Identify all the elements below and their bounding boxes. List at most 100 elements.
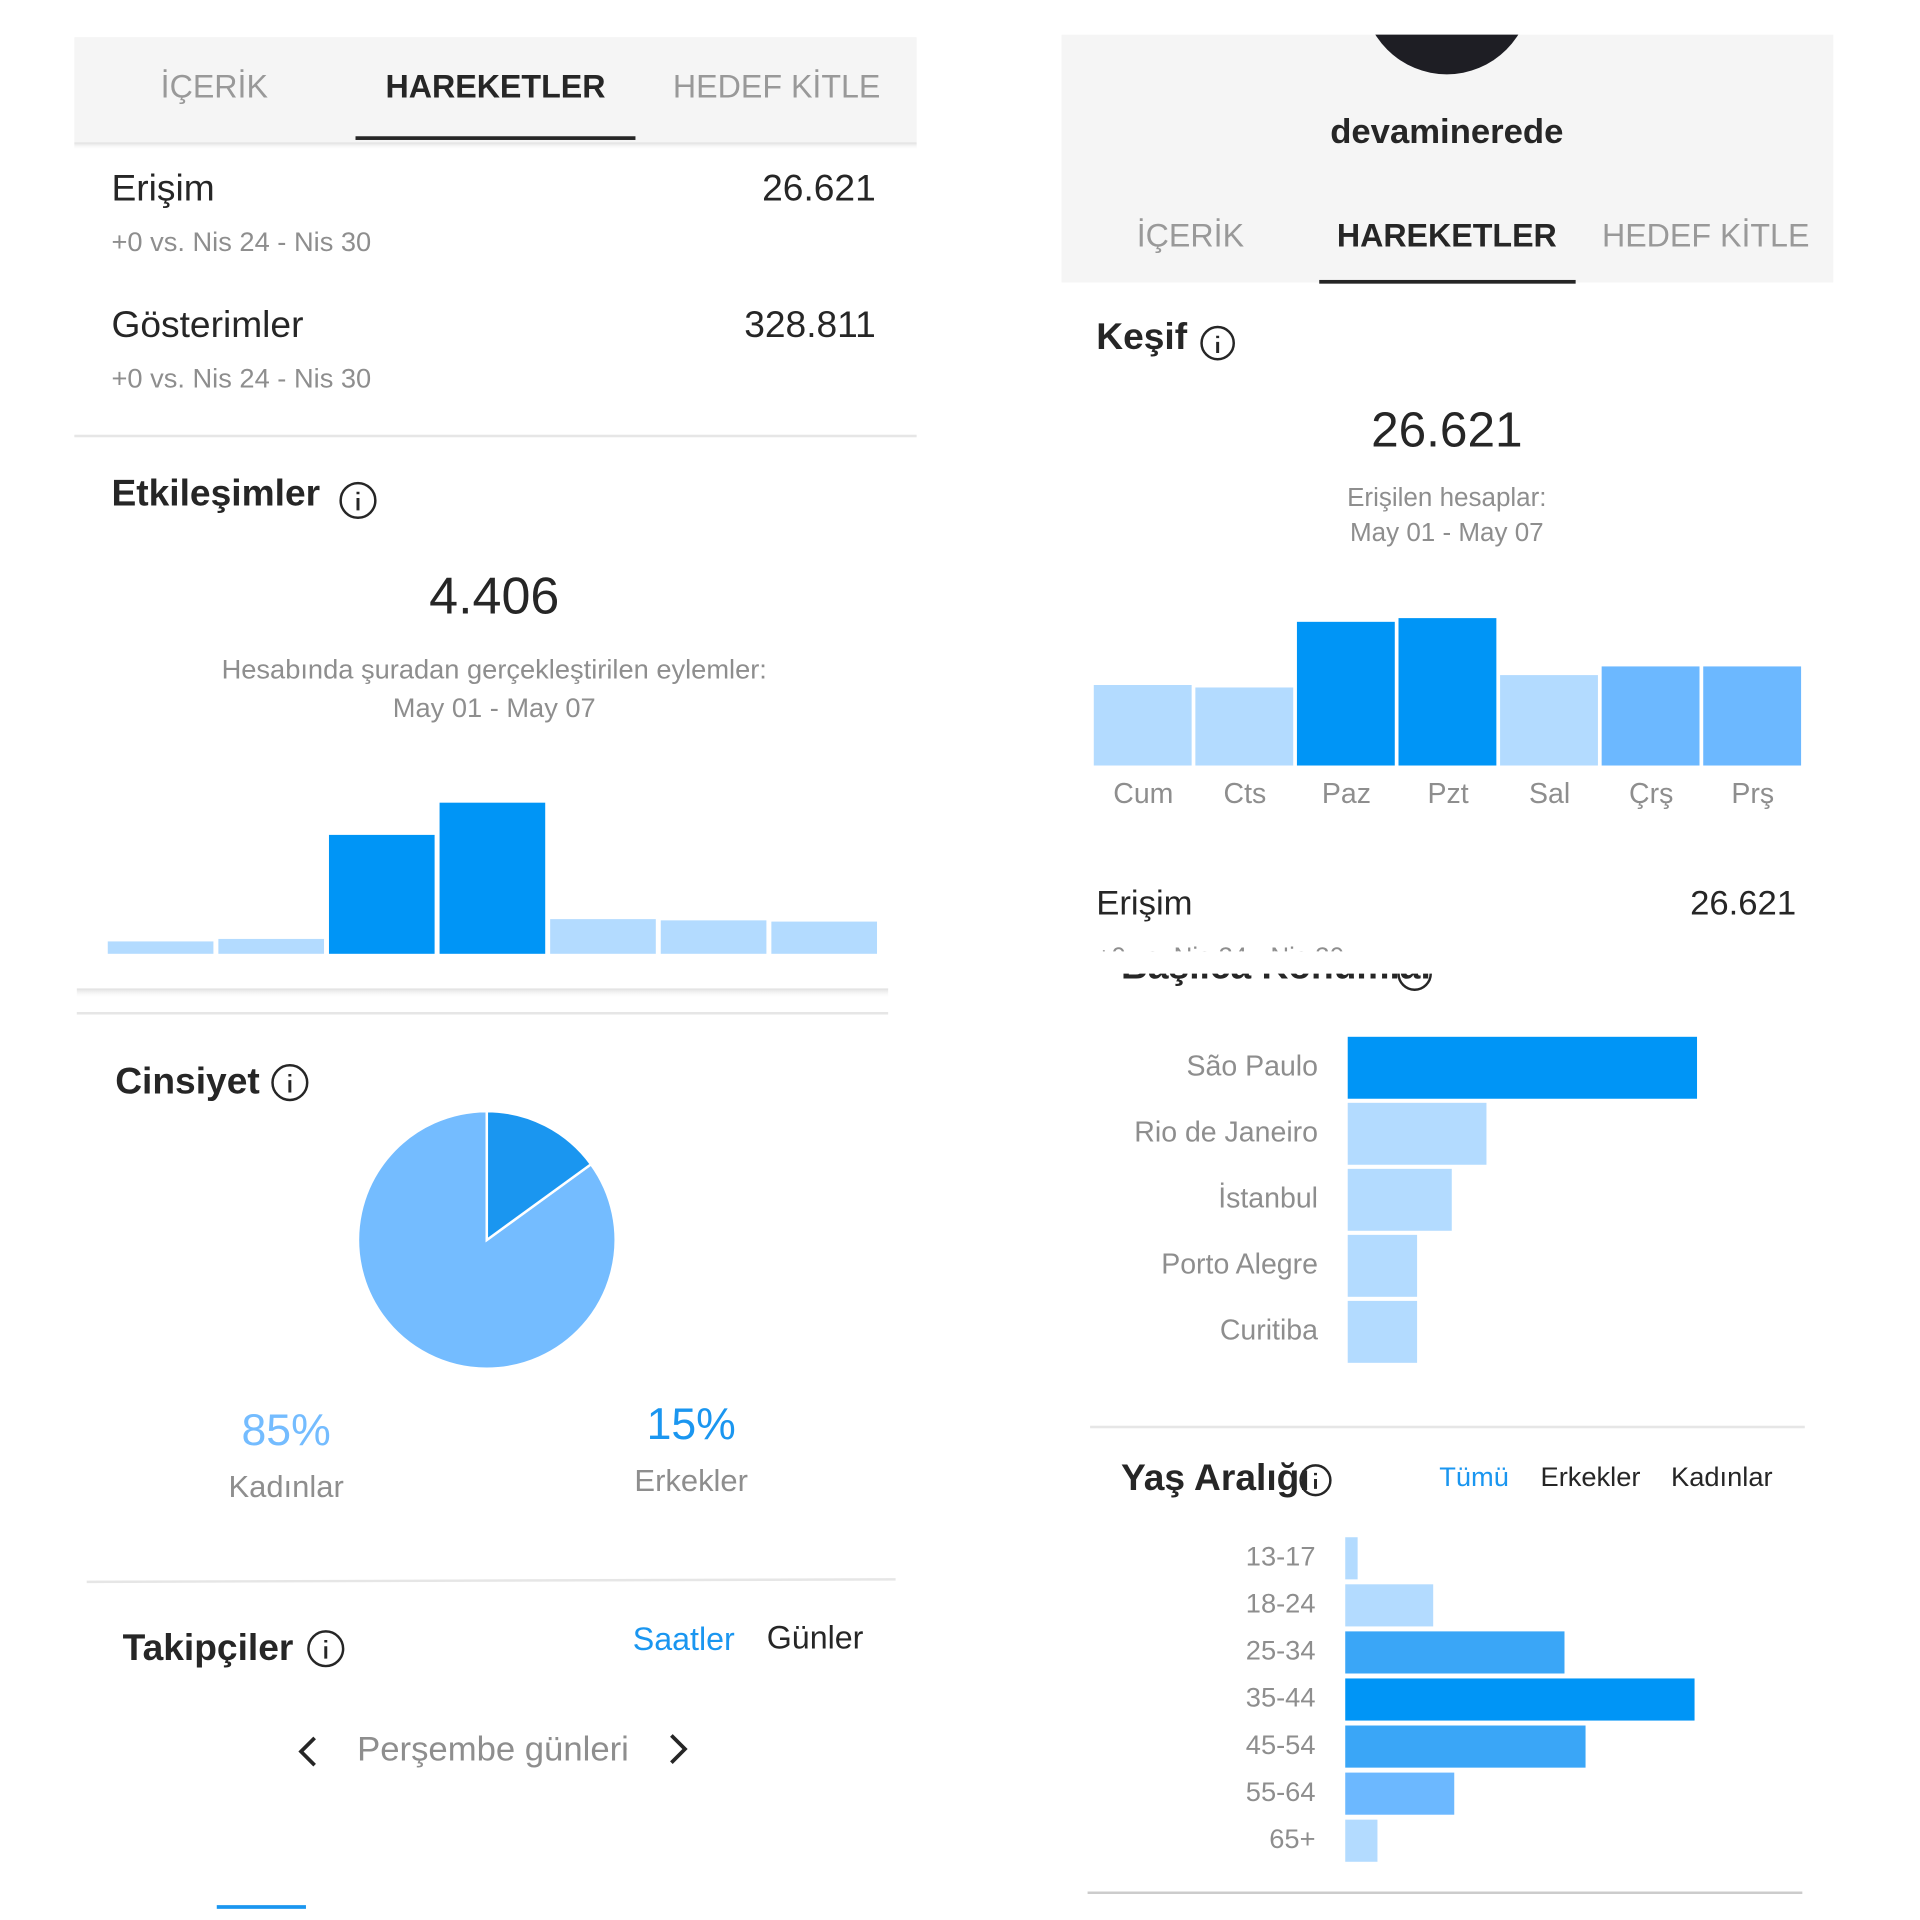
toggle[interactable]: Kadınlar bbox=[1671, 1461, 1773, 1492]
age-chart: 13-17 18-24 25-34 35-44 45-54 55-64 65+ bbox=[1246, 1537, 1695, 1862]
info-icon[interactable] bbox=[271, 1064, 309, 1102]
metric-label: Erişim bbox=[1096, 885, 1192, 923]
cut-header: Başlıca Konumlar bbox=[1121, 944, 1435, 991]
x-tick-label: Sal bbox=[1529, 778, 1570, 810]
prev-arrow[interactable] bbox=[298, 1736, 316, 1767]
discovery-chart: Cum Cts Paz Pzt Sal Çrş Prş bbox=[1093, 618, 1802, 810]
section-title: Başlıca Konumlar bbox=[1121, 944, 1435, 986]
category-label: Rio de Janeiro bbox=[1134, 1116, 1318, 1148]
total: 4.406 bbox=[429, 567, 559, 625]
tab[interactable]: HAREKETLER bbox=[385, 69, 605, 105]
bar bbox=[1345, 1537, 1358, 1580]
x-tick-label: Cts bbox=[1224, 778, 1267, 810]
category-label: 18-24 bbox=[1246, 1588, 1316, 1619]
bar bbox=[1347, 1102, 1487, 1165]
tab[interactable]: İÇERİK bbox=[1137, 217, 1245, 253]
bar bbox=[1347, 1234, 1418, 1297]
section-title: Keşif bbox=[1096, 315, 1187, 357]
bar bbox=[1093, 685, 1192, 766]
metric-comparison: +0 vs. Nis 24 - Nis 30 bbox=[1096, 942, 1344, 972]
tab[interactable]: HAREKETLER bbox=[1337, 217, 1557, 253]
info-icon[interactable] bbox=[307, 1630, 345, 1668]
tab[interactable]: İÇERİK bbox=[161, 69, 269, 105]
section-title: Cinsiyet bbox=[115, 1060, 260, 1102]
bar bbox=[1601, 666, 1700, 766]
tab-indicator bbox=[355, 136, 636, 140]
x-tick-label: Cum bbox=[1113, 778, 1173, 810]
bar bbox=[660, 920, 767, 954]
section-title: Yaş Aralığı bbox=[1121, 1456, 1310, 1498]
next-arrow[interactable] bbox=[670, 1734, 688, 1764]
x-tick-label: Prş bbox=[1731, 778, 1774, 810]
bar bbox=[1345, 1678, 1695, 1721]
category-label: 35-44 bbox=[1246, 1682, 1316, 1713]
pie-slice bbox=[485, 1109, 593, 1243]
tab-indicator bbox=[1319, 279, 1576, 284]
locations-chart: São Paulo Rio de Janeiro İstanbul Porto Ale… bbox=[1134, 1036, 1698, 1363]
metric-label: Gösterimler bbox=[111, 303, 303, 345]
username: devaminerede bbox=[1330, 113, 1563, 151]
value-label: 15% bbox=[647, 1400, 736, 1449]
bar bbox=[771, 921, 878, 954]
toggle[interactable]: Erkekler bbox=[1541, 1461, 1641, 1492]
avatar[interactable] bbox=[1363, 0, 1531, 75]
x-tick-label: Pzt bbox=[1427, 778, 1468, 810]
date-range: May 01 - May 07 bbox=[1350, 517, 1544, 547]
toggle[interactable]: Tümü bbox=[1439, 1461, 1509, 1492]
x-tick-label: Paz bbox=[1322, 778, 1371, 810]
category-label: 13-17 bbox=[1246, 1540, 1316, 1571]
legend-label: Erkekler bbox=[634, 1463, 748, 1498]
bar bbox=[1296, 621, 1395, 766]
separator bbox=[86, 1578, 896, 1584]
metric-value: 26.621 bbox=[762, 167, 876, 209]
section-title: Etkileşimler bbox=[111, 471, 320, 513]
section-title: Takipçiler bbox=[123, 1626, 294, 1668]
value-label: 85% bbox=[242, 1406, 331, 1455]
toggle[interactable]: Saatler bbox=[633, 1621, 735, 1657]
bar bbox=[107, 941, 214, 954]
bar bbox=[1347, 1036, 1698, 1099]
metric-value: 26.621 bbox=[1690, 885, 1796, 923]
metric-label: Erişim bbox=[111, 167, 214, 209]
day-label: Perşembe günleri bbox=[357, 1731, 629, 1769]
date-range: May 01 - May 07 bbox=[393, 692, 596, 723]
category-label: Curitiba bbox=[1220, 1314, 1318, 1346]
profile-header bbox=[1061, 34, 1834, 283]
info-icon bbox=[1397, 973, 1432, 991]
metric-value: 328.811 bbox=[744, 303, 876, 345]
bar bbox=[1500, 675, 1598, 766]
metric-comparison: +0 vs. Nis 24 - Nis 30 bbox=[111, 362, 371, 393]
x-tick-label: Çrş bbox=[1629, 778, 1673, 810]
category-label: Porto Alegre bbox=[1161, 1248, 1318, 1280]
toggle[interactable]: Günler bbox=[767, 1620, 864, 1656]
total: 26.621 bbox=[1371, 403, 1523, 458]
bar bbox=[1345, 1584, 1434, 1627]
bar bbox=[1703, 666, 1802, 766]
shadow bbox=[76, 988, 889, 999]
shadow bbox=[74, 142, 917, 150]
tab[interactable]: HEDEF KİTLE bbox=[673, 69, 880, 105]
category-label: 65+ bbox=[1269, 1823, 1315, 1854]
bar bbox=[439, 802, 546, 954]
tab[interactable]: HEDEF KİTLE bbox=[1602, 217, 1809, 253]
metric-comparison: +0 vs. Nis 24 - Nis 30 bbox=[111, 226, 371, 257]
category-label: 45-54 bbox=[1246, 1729, 1316, 1760]
bar bbox=[218, 938, 325, 954]
gender-chart: 85% Kadınlar 15% Erkekler bbox=[228, 1109, 748, 1504]
bar bbox=[1345, 1819, 1378, 1862]
bar bbox=[1345, 1772, 1455, 1815]
info-icon[interactable] bbox=[1200, 325, 1235, 361]
bar bbox=[550, 919, 656, 954]
category-label: 25-34 bbox=[1246, 1635, 1316, 1666]
info-icon[interactable] bbox=[339, 481, 377, 520]
category-label: 55-64 bbox=[1246, 1776, 1316, 1807]
legend-label: Kadınlar bbox=[228, 1469, 343, 1504]
interactions-chart bbox=[107, 802, 878, 954]
bar bbox=[1345, 1631, 1565, 1674]
tab-bar bbox=[74, 37, 917, 143]
info-icon[interactable] bbox=[1299, 1464, 1332, 1497]
category-label: São Paulo bbox=[1187, 1050, 1318, 1082]
bar bbox=[1398, 618, 1497, 766]
